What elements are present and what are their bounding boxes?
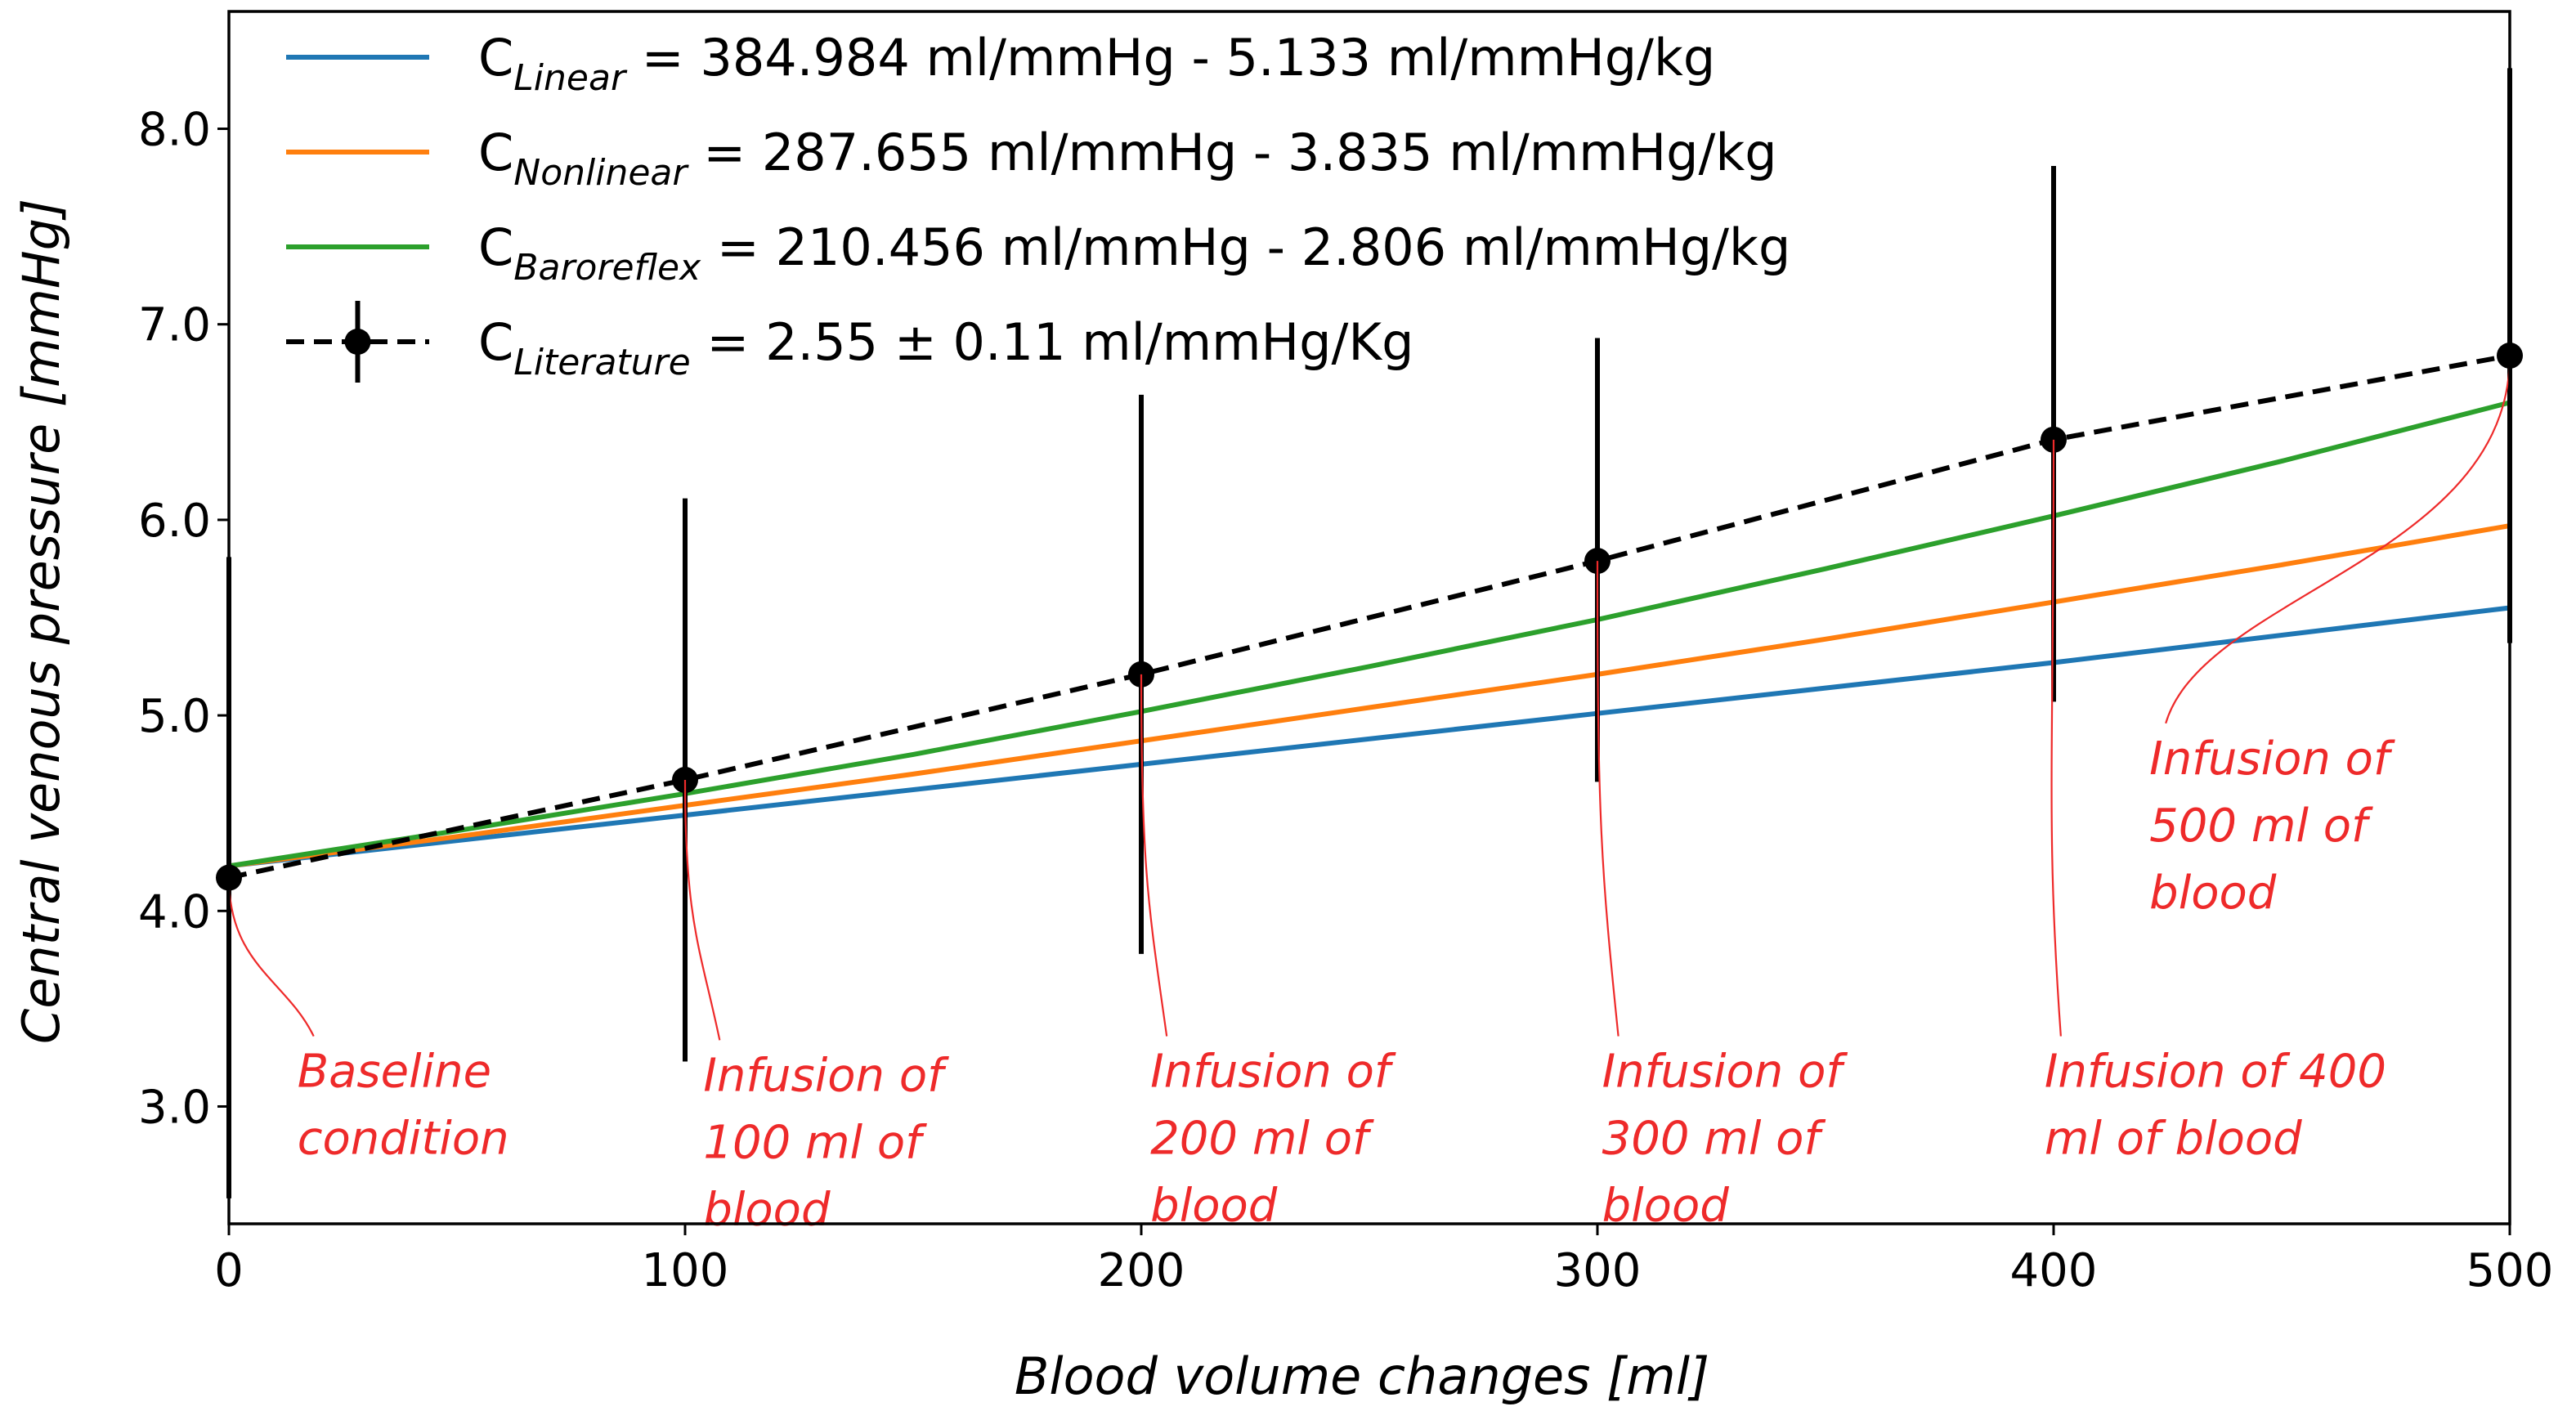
- legend-label-subscript: Nonlinear: [513, 152, 689, 194]
- legend-label: CBaroreflex = 210.456 ml/mmHg - 2.806 ml…: [478, 217, 1790, 289]
- annotation-text: Infusion of 400: [2045, 1046, 2386, 1099]
- annotation-arrow: [227, 877, 315, 1037]
- series-line-literature: [228, 353, 2511, 880]
- y-tick-label: 3.0: [138, 1081, 211, 1134]
- annotation-arrow: [683, 780, 721, 1041]
- legend-label-value: = 384.984 ml/mmHg - 5.133 ml/mmHg/kg: [625, 28, 1715, 87]
- legend-label: CLiterature = 2.55 ± 0.11 ml/mmHg/Kg: [478, 312, 1413, 383]
- x-tick-label: 200: [1098, 1244, 1185, 1297]
- tick-layer: 0 100 200 300 400 500 3.0 4.0 5.0 6.0 7.0 8.0: [138, 104, 2554, 1297]
- annotation-arrow: [1140, 674, 1168, 1037]
- legend: CLinear = 384.984 ml/mmHg - 5.133 ml/mmH…: [286, 28, 1790, 383]
- annotation-text: 500 ml of: [2149, 800, 2373, 853]
- x-axis-title: Blood volume changes [ml]: [1015, 1346, 1709, 1406]
- y-tick-label: 4.0: [138, 885, 211, 938]
- legend-label-value: = 2.55 ± 0.11 ml/mmHg/Kg: [691, 312, 1414, 372]
- y-tick-label: 7.0: [138, 299, 211, 352]
- legend-label-main: C: [478, 123, 513, 182]
- annotation-text: 200 ml of: [1150, 1113, 1374, 1166]
- annotation-text: ml of blood: [2045, 1113, 2302, 1166]
- series-line-baroreflex: [228, 400, 2511, 869]
- y-axis-title: Central venous pressure [mmHg]: [11, 199, 71, 1044]
- series-line-nonlinear: [228, 523, 2511, 869]
- annotation-arrow: [1596, 561, 1620, 1037]
- legend-marker: [344, 329, 371, 355]
- annotation-text: blood: [703, 1183, 831, 1236]
- legend-label: CNonlinear = 287.655 ml/mmHg - 3.835 ml/…: [478, 123, 1777, 194]
- annotation-text: Infusion of: [2149, 732, 2395, 786]
- plot-frame: [227, 10, 2511, 1225]
- x-tick-label: 100: [642, 1244, 729, 1297]
- x-tick-label: 500: [2466, 1244, 2554, 1297]
- legend-label-subscript: Baroreflex: [513, 247, 701, 289]
- legend-label-subscript: Literature: [513, 342, 690, 383]
- y-tick-label: 6.0: [138, 495, 211, 548]
- legend-label-main: C: [478, 217, 513, 277]
- legend-label: CLinear = 384.984 ml/mmHg - 5.133 ml/mmH…: [478, 28, 1715, 99]
- legend-label-main: C: [478, 28, 513, 87]
- legend-label-main: C: [478, 312, 513, 372]
- annotation-arrow: [2050, 439, 2062, 1037]
- y-tick-label: 8.0: [138, 104, 211, 157]
- annotation-text: blood: [2149, 867, 2277, 920]
- x-tick-label: 300: [1554, 1244, 1642, 1297]
- annotation-text: Infusion of: [1602, 1046, 1848, 1099]
- annotation-text: Infusion of: [703, 1049, 949, 1102]
- legend-label-value: = 287.655 ml/mmHg - 3.835 ml/mmHg/kg: [687, 123, 1776, 182]
- x-tick-label: 0: [214, 1244, 244, 1297]
- annotation-text: Infusion of: [1150, 1046, 1396, 1099]
- annotation-layer: Baseline condition Infusion of 100 ml of blo…: [227, 355, 2511, 1236]
- legend-label-subscript: Linear: [513, 57, 628, 99]
- x-tick-label: 400: [2010, 1244, 2098, 1297]
- annotation-arrow: [2165, 355, 2511, 724]
- legend-label-value: = 210.456 ml/mmHg - 2.806 ml/mmHg/kg: [701, 217, 1790, 277]
- annotation-text: 100 ml of: [703, 1116, 927, 1169]
- y-tick-label: 5.0: [138, 690, 211, 743]
- annotation-text: 300 ml of: [1602, 1113, 1826, 1166]
- annotation-text: Baseline: [298, 1046, 491, 1099]
- annotation-text: condition: [298, 1113, 509, 1166]
- series-line-linear: [228, 605, 2511, 869]
